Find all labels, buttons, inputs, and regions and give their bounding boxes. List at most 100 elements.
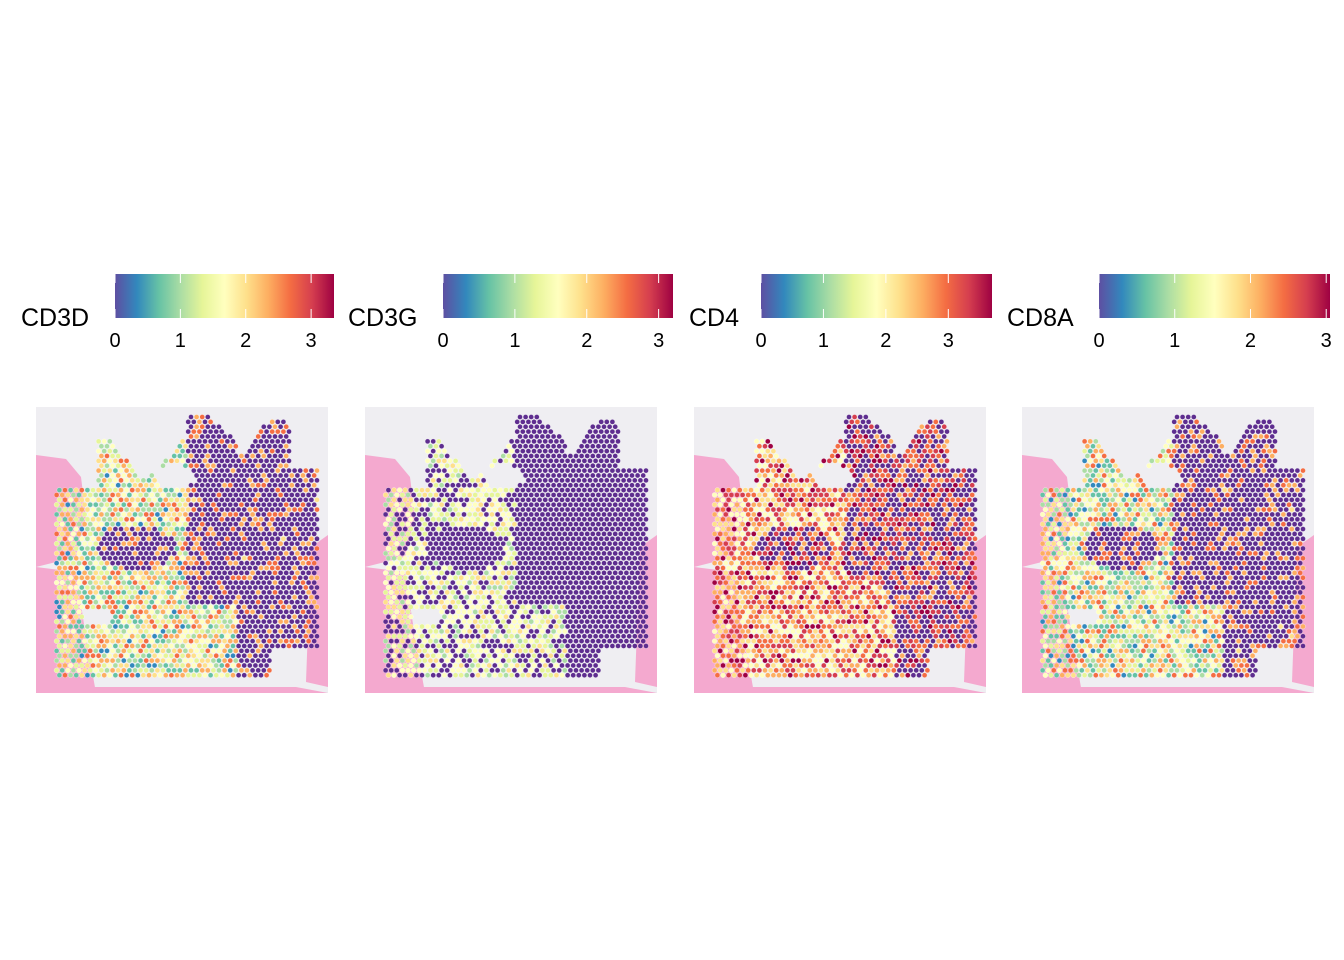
spot xyxy=(210,550,217,557)
spot xyxy=(266,453,273,459)
spot xyxy=(534,550,540,557)
spot xyxy=(874,502,880,508)
spot xyxy=(888,497,894,503)
spot xyxy=(871,497,877,503)
spot xyxy=(95,623,102,630)
spot xyxy=(520,419,526,425)
spot xyxy=(294,502,301,508)
spot xyxy=(801,521,807,527)
spot xyxy=(562,560,568,566)
spot xyxy=(121,579,127,586)
spot xyxy=(436,448,442,454)
spot xyxy=(427,589,434,596)
spot xyxy=(486,653,492,659)
spot xyxy=(163,516,169,522)
spot xyxy=(576,506,582,513)
spot xyxy=(812,511,819,518)
spot xyxy=(280,458,287,464)
spot xyxy=(90,584,96,591)
spot xyxy=(632,584,638,591)
spot xyxy=(252,662,259,669)
spot xyxy=(294,609,301,615)
spot xyxy=(843,458,849,464)
spot xyxy=(266,667,273,673)
spot xyxy=(196,604,203,610)
spot xyxy=(235,653,242,659)
spot xyxy=(433,521,439,527)
spot xyxy=(902,511,908,518)
spot xyxy=(95,516,102,522)
spot xyxy=(441,477,448,483)
spot xyxy=(205,589,211,596)
spot xyxy=(452,516,459,522)
spot xyxy=(70,609,77,615)
spot xyxy=(126,472,133,479)
spot xyxy=(595,599,602,605)
spot xyxy=(53,628,60,635)
spot xyxy=(227,433,233,440)
spot xyxy=(410,550,417,557)
spot xyxy=(559,516,565,522)
spot xyxy=(252,467,259,474)
spot xyxy=(76,628,82,635)
spot xyxy=(280,545,287,552)
spot xyxy=(76,541,82,547)
spot xyxy=(283,570,289,576)
spot xyxy=(132,628,138,635)
spot xyxy=(98,550,105,557)
spot xyxy=(450,492,456,498)
spot xyxy=(629,502,635,508)
spot xyxy=(798,526,805,532)
spot xyxy=(123,555,130,561)
spot xyxy=(578,511,585,518)
spot xyxy=(632,487,638,493)
spot xyxy=(196,487,203,493)
spot xyxy=(213,653,219,659)
spot xyxy=(891,453,897,459)
spot xyxy=(779,482,785,488)
spot xyxy=(902,492,908,498)
spot xyxy=(840,453,847,459)
spot xyxy=(283,609,289,615)
spot xyxy=(261,589,267,596)
spot xyxy=(921,526,928,532)
spot xyxy=(629,472,635,479)
spot xyxy=(410,667,417,673)
spot xyxy=(87,521,93,527)
spot xyxy=(506,492,512,498)
spot xyxy=(450,648,456,654)
spot xyxy=(553,604,560,610)
spot xyxy=(896,472,903,479)
spot xyxy=(458,487,464,493)
spot xyxy=(629,579,635,586)
spot xyxy=(767,482,774,488)
spot xyxy=(227,560,233,566)
spot xyxy=(391,604,397,610)
spot xyxy=(944,526,950,532)
spot xyxy=(564,526,571,532)
spot xyxy=(263,643,270,649)
spot xyxy=(394,531,400,537)
spot xyxy=(517,599,523,605)
spot xyxy=(615,594,621,600)
spot xyxy=(247,594,253,600)
spot xyxy=(177,511,183,518)
spot xyxy=(171,550,177,557)
spot xyxy=(503,672,509,678)
spot xyxy=(545,443,551,449)
spot xyxy=(441,497,448,503)
spot xyxy=(81,657,88,664)
spot xyxy=(584,599,590,605)
spot xyxy=(107,487,113,493)
spot xyxy=(177,579,183,586)
spot xyxy=(612,638,618,644)
spot xyxy=(121,541,127,547)
spot xyxy=(447,633,453,639)
spot xyxy=(81,570,88,576)
spot xyxy=(118,516,124,522)
spot xyxy=(93,570,99,576)
spot xyxy=(966,506,973,513)
spot xyxy=(933,467,939,474)
spot xyxy=(745,511,751,518)
spot xyxy=(291,497,298,503)
